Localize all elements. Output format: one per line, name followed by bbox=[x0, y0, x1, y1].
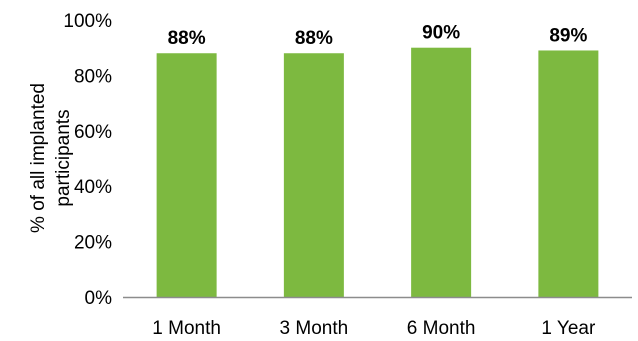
x-axis-labels: 1 Month 3 Month 6 Month 1 Year bbox=[152, 318, 596, 339]
data-label: 88% bbox=[168, 28, 206, 49]
x-tick-label: 6 Month bbox=[407, 318, 476, 339]
y-tick-label: 100% bbox=[63, 11, 112, 32]
y-tick-label: 60% bbox=[74, 122, 112, 143]
y-axis-label-line-1: % of all implanted bbox=[28, 83, 49, 233]
x-tick-label: 3 Month bbox=[280, 318, 349, 339]
y-tick-label: 20% bbox=[74, 233, 112, 254]
y-axis-label: % of all implanted participants bbox=[28, 83, 74, 233]
y-axis-ticks: 0% 20% 40% 60% 80% 100% bbox=[63, 11, 112, 309]
data-label: 89% bbox=[549, 25, 587, 46]
data-labels: 88% 88% 90% 89% bbox=[168, 23, 588, 50]
y-tick-label: 80% bbox=[74, 66, 112, 87]
data-label: 88% bbox=[295, 28, 333, 49]
bar bbox=[156, 53, 217, 297]
bar bbox=[538, 50, 599, 297]
y-tick-label: 0% bbox=[85, 288, 113, 309]
bar bbox=[411, 47, 472, 298]
bar bbox=[283, 53, 344, 297]
data-label: 90% bbox=[422, 23, 460, 44]
bars bbox=[156, 47, 599, 298]
y-tick-label: 40% bbox=[74, 177, 112, 198]
x-tick-label: 1 Month bbox=[152, 318, 221, 339]
y-axis-label-line-2: participants bbox=[53, 109, 74, 206]
x-tick-label: 1 Year bbox=[541, 318, 596, 339]
